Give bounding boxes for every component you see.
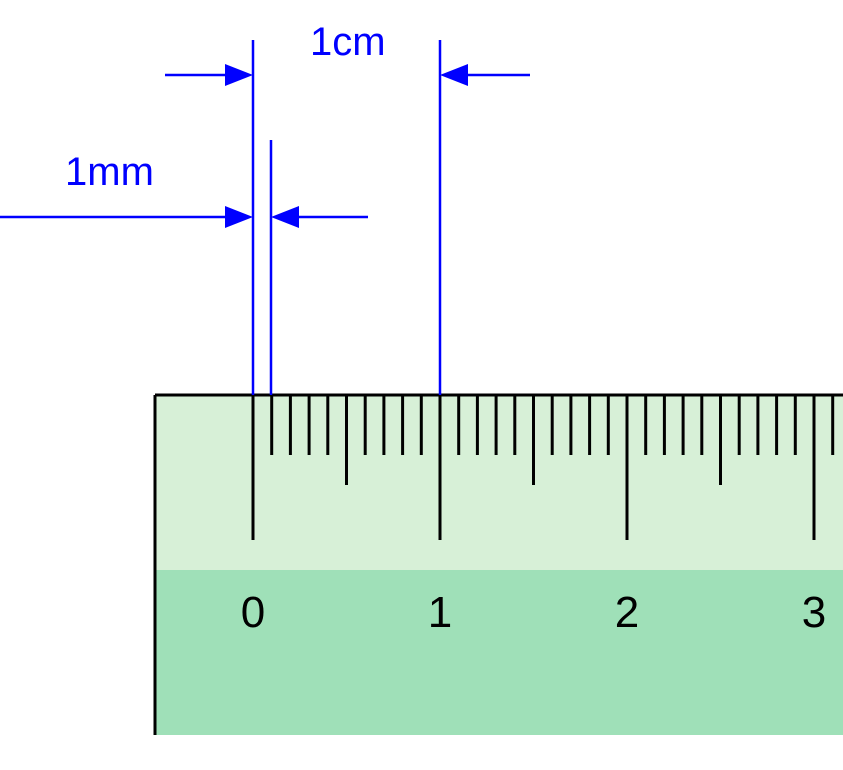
dimension-label-cm: 1cm bbox=[310, 20, 386, 64]
ruler-number: 1 bbox=[428, 588, 452, 637]
ruler-diagram: 0 1 2 3 1cm 1mm bbox=[0, 0, 843, 770]
ruler-number: 0 bbox=[241, 588, 265, 637]
ruler-number: 3 bbox=[802, 588, 826, 637]
dimension-label-mm: 1mm bbox=[65, 150, 154, 194]
ruler-number: 2 bbox=[615, 588, 639, 637]
